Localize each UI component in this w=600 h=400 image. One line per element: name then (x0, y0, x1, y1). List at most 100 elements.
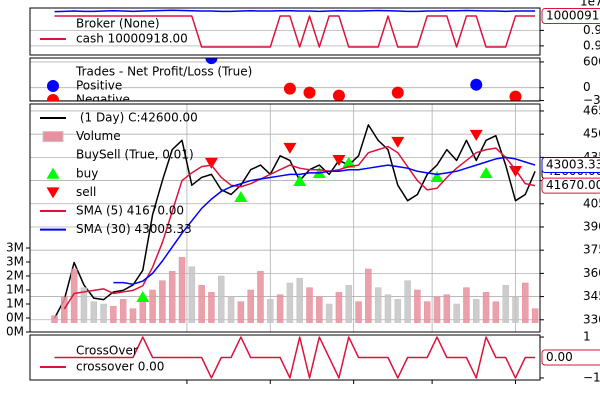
value-tag (541, 157, 600, 174)
volume-bar (276, 294, 284, 323)
volume-bar (502, 285, 509, 323)
volume-bar (492, 301, 500, 323)
value-tag-label: 0.00 (546, 350, 573, 364)
legend-label: crossover 0.00 (76, 360, 164, 374)
marker (204, 157, 218, 169)
y-tick-label: 34500 (583, 289, 600, 303)
volume-bar (306, 287, 313, 323)
volume-bar (110, 306, 117, 323)
legend-label: cash 10000918.00 (76, 32, 188, 46)
legend: Trades - Net Profit/Loss (True)PositiveN… (47, 65, 252, 107)
volume-bar (61, 296, 68, 323)
volume-bar (168, 271, 176, 323)
series-line (54, 336, 536, 379)
y2-tick-label: 1M (6, 296, 24, 310)
y-tick-label: −300 (583, 93, 600, 107)
volume-bar (159, 280, 166, 323)
volume-bar (355, 301, 362, 323)
legend-title: CrossOver (76, 344, 138, 358)
volume-bar (129, 308, 137, 323)
y-tick-label: 1 (583, 330, 591, 344)
legend-icon (46, 187, 60, 199)
marker (136, 291, 150, 303)
volume-bar (404, 280, 411, 323)
marker (470, 78, 483, 91)
volume-bar (374, 287, 382, 323)
volume-bar (218, 275, 225, 323)
marker (479, 166, 493, 178)
volume-bar (394, 299, 402, 323)
marker (430, 171, 444, 183)
volume-bar (365, 268, 372, 323)
value-tag-label: 43003.33 (546, 158, 600, 172)
marker (391, 86, 404, 99)
y-tick-label: 40500 (583, 196, 600, 210)
value-tag (541, 8, 600, 25)
marker (342, 156, 356, 168)
panel-frame (29, 103, 541, 333)
volume-bar (237, 301, 245, 323)
volume-bar (149, 289, 156, 323)
volume-bar (316, 296, 323, 323)
legend-label: SMA (5) 41670.00 (76, 204, 184, 218)
volume-bar (423, 301, 431, 323)
y-tick-label: 36000 (583, 266, 600, 280)
legend-label: Negative (76, 93, 130, 107)
volume-bar (325, 303, 333, 323)
y-tick-label: 600 (583, 54, 600, 68)
volume-bar (100, 303, 107, 323)
legend-icon (42, 131, 64, 143)
y2-tick-label: 1M (6, 282, 24, 296)
volume-bar (433, 296, 441, 323)
legend-title: Broker (None) (76, 17, 160, 31)
volume-bar (188, 266, 196, 323)
panel-frame (29, 7, 541, 56)
panel-plot (54, 336, 536, 379)
y2-tick-label: 0M (6, 325, 24, 339)
y-tick-label: 39000 (583, 219, 600, 233)
marker (509, 90, 522, 101)
series-line (54, 9, 536, 13)
volume-bar (286, 282, 294, 323)
y-tick-label: 0.99 (583, 23, 600, 37)
legend: CrossOver crossover 0.00 (40, 344, 164, 374)
legend: (1 Day) C:42600.00 Volume BuySell (True, 0… (40, 111, 198, 236)
y-tick-label: 45000 (583, 127, 600, 141)
series-line (54, 15, 536, 48)
value-tag-label: 10000918 (546, 9, 600, 23)
legend-label: Volume (76, 129, 121, 143)
legend-label: sell (76, 185, 96, 199)
panel-background (30, 58, 540, 101)
legend-label: (1 Day) C:42600.00 (76, 111, 198, 125)
legend-icon (47, 94, 59, 101)
y-tick-label: 33000 (583, 312, 600, 326)
legend-label: SMA (30) 43003.33 (76, 222, 192, 236)
legend: Broker (None)cash 10000918.00 (40, 17, 188, 46)
volume-bar (453, 303, 460, 323)
marker (332, 89, 345, 101)
value-tag (541, 177, 600, 194)
volume-bar (384, 294, 392, 323)
volume-bar (522, 282, 529, 323)
volume-bar (70, 268, 78, 323)
value-tag (541, 349, 600, 366)
marker (283, 142, 297, 154)
volume-bar (512, 296, 519, 323)
panel-background (30, 104, 540, 332)
series-line (113, 156, 536, 285)
panel-plot (30, 104, 540, 332)
volume-bar (267, 299, 274, 323)
y2-tick-label: 3M (6, 254, 24, 268)
y2-tick-label: 2M (6, 268, 24, 282)
volume-bar (208, 292, 215, 323)
panel-frame (29, 334, 541, 381)
legend-title: Trades - Net Profit/Loss (True) (75, 65, 252, 79)
marker (391, 136, 405, 148)
y-tick-label: −1 (583, 370, 600, 384)
legend-label: buy (76, 166, 98, 180)
value-tag-label: 41670.00 (546, 178, 600, 192)
marker (234, 190, 248, 202)
volume-bar (531, 308, 539, 323)
legend-icon (46, 167, 60, 179)
